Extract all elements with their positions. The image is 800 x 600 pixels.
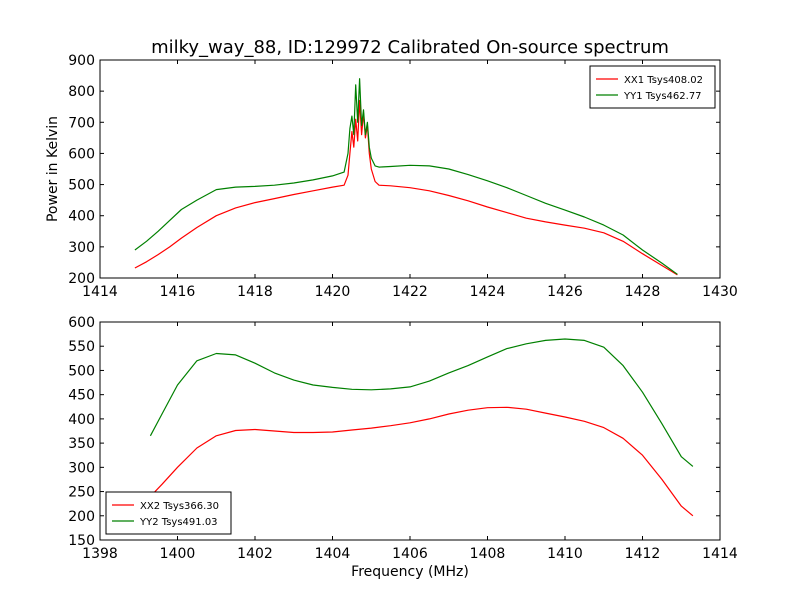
top-x-tick-label: 1420 xyxy=(315,284,351,300)
bottom-y-tick-label: 300 xyxy=(68,460,95,476)
bottom-y-tick-label: 550 xyxy=(68,339,95,355)
bottom-x-tick-label: 1404 xyxy=(315,546,351,562)
bottom-y-tick-label: 250 xyxy=(68,485,95,501)
bottom-y-tick-label: 350 xyxy=(68,436,95,452)
bottom-series-line-1 xyxy=(149,406,694,517)
bottom-x-tick-label: 1406 xyxy=(392,546,428,562)
bottom-x-axis-label: Frequency (MHz) xyxy=(351,564,469,580)
top-y-tick-label: 600 xyxy=(68,146,95,162)
bottom-x-tick-label: 1408 xyxy=(470,546,506,562)
top-x-tick-label: 1414 xyxy=(82,284,118,300)
chart-title: milky_way_88, ID:129972 Calibrated On-so… xyxy=(151,37,669,58)
top-x-tick-label: 1422 xyxy=(392,284,428,300)
top-y-tick-label: 800 xyxy=(68,84,95,100)
bottom-y-tick-label: 500 xyxy=(68,363,95,379)
bottom-y-tick-label: 200 xyxy=(68,509,95,525)
top-y-axis-label: Power in Kelvin xyxy=(45,116,61,222)
top-y-tick-label: 900 xyxy=(68,53,95,69)
top-y-tick-label: 700 xyxy=(68,115,95,131)
top-x-tick-label: 1424 xyxy=(470,284,506,300)
bottom-x-tick-label: 1412 xyxy=(625,546,661,562)
top-y-tick-label: 200 xyxy=(68,271,95,287)
top-panel: 1414 1416 1418 1420 1422 1424 1426 1428 1430 200 3… xyxy=(68,53,738,300)
bottom-legend-box xyxy=(105,491,232,535)
top-series-line-2 xyxy=(134,78,678,275)
top-x-tick-label: 1428 xyxy=(625,284,661,300)
bottom-y-tick-label: 450 xyxy=(68,388,95,404)
bottom-x-tick-label: 1410 xyxy=(547,546,583,562)
bottom-y-tick-label: 400 xyxy=(68,412,95,428)
bottom-y-tick-label: 600 xyxy=(68,315,95,331)
bottom-legend-label-1: XX2 Tsys366.30 xyxy=(140,501,219,512)
top-x-tick-label: 1430 xyxy=(702,284,738,300)
bottom-x-tick-label: 1398 xyxy=(82,546,118,562)
top-legend-label-1: XX1 Tsys408.02 xyxy=(624,75,703,86)
bottom-panel: 1398 1400 1402 1404 1406 1408 1410 1412 1414 150 2… xyxy=(68,315,738,562)
top-y-tick-label: 400 xyxy=(68,209,95,225)
top-legend-label-2: YY1 Tsys462.77 xyxy=(623,91,702,102)
bottom-x-tick-label: 1400 xyxy=(160,546,196,562)
bottom-y-tick-label: 150 xyxy=(68,533,95,549)
bottom-x-tick-label: 1402 xyxy=(237,546,273,562)
top-legend-box xyxy=(589,65,716,109)
bottom-series-line-2 xyxy=(149,338,694,467)
top-y-tick-label: 300 xyxy=(68,240,95,256)
top-series-group xyxy=(134,78,678,276)
top-legend: XX1 Tsys408.02 YY1 Tsys462.77 xyxy=(589,65,716,109)
bottom-x-tick-label: 1414 xyxy=(702,546,738,562)
bottom-legend-label-2: YY2 Tsys491.03 xyxy=(139,517,218,528)
bottom-series-group xyxy=(149,338,694,517)
top-x-tick-label: 1416 xyxy=(160,284,196,300)
top-y-tick-label: 500 xyxy=(68,178,95,194)
top-x-tick-label: 1426 xyxy=(547,284,583,300)
top-x-tick-label: 1418 xyxy=(237,284,273,300)
bottom-legend: XX2 Tsys366.30 YY2 Tsys491.03 xyxy=(105,491,232,535)
